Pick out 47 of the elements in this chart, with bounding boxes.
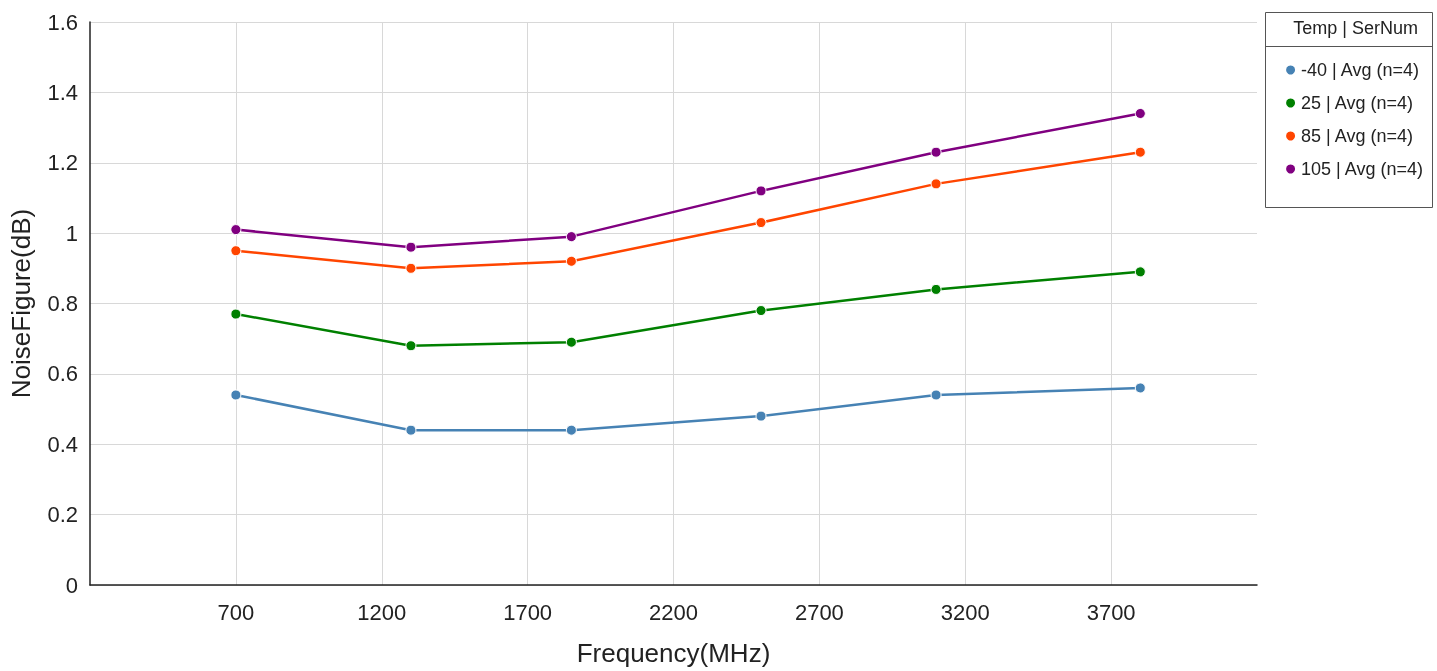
point: [230, 224, 242, 236]
point: [755, 185, 767, 197]
point: [930, 283, 942, 295]
y-tick-label: 0.4: [47, 431, 78, 457]
point: [930, 178, 942, 190]
point: [930, 146, 942, 158]
x-tick-label: 2200: [649, 599, 698, 625]
point: [230, 245, 242, 257]
y-tick-label: 0.6: [47, 361, 78, 387]
point: [405, 262, 417, 274]
x-tick-label: 3700: [1086, 599, 1136, 625]
point: [1134, 107, 1146, 119]
y-tick-label: 0: [65, 572, 78, 598]
y-tick-label: 1.4: [47, 79, 78, 105]
x-axis-title: Frequency(MHz): [576, 638, 771, 668]
point: [565, 255, 577, 267]
legend-label: 105 | Avg (n=4): [1301, 159, 1424, 179]
y-tick-label: 1: [65, 220, 78, 246]
point: [405, 241, 417, 253]
point: [230, 389, 242, 401]
point: [1134, 146, 1146, 158]
x-tick-label: 1700: [503, 599, 553, 625]
legend-label: 85 | Avg (n=4): [1301, 126, 1413, 146]
point: [565, 336, 577, 348]
legend-label: 25 | Avg (n=4): [1301, 93, 1413, 113]
y-tick-label: 1.6: [47, 9, 78, 35]
x-tick-label: 3200: [940, 599, 990, 625]
point: [755, 217, 767, 229]
x-tick-label: 1200: [357, 599, 407, 625]
x-tick-label: 2700: [794, 599, 844, 625]
point: [1134, 266, 1146, 278]
point: [230, 308, 242, 320]
point: [755, 410, 767, 422]
legend-title: Temp | SerNum: [1293, 18, 1419, 38]
y-tick-label: 0.2: [47, 502, 78, 528]
y-tick-label: 1.2: [47, 150, 78, 176]
y-axis-title: NoiseFigure(dB): [6, 208, 36, 399]
point: [755, 305, 767, 317]
y-tick-label: 0.8: [47, 291, 78, 316]
point: [565, 231, 577, 243]
point: [405, 424, 417, 436]
legend-label: -40 | Avg (n=4): [1301, 60, 1419, 80]
point: [405, 340, 417, 352]
x-tick-label: 700: [217, 599, 255, 625]
point: [930, 389, 942, 401]
point: [565, 424, 577, 436]
point: [1134, 382, 1146, 394]
